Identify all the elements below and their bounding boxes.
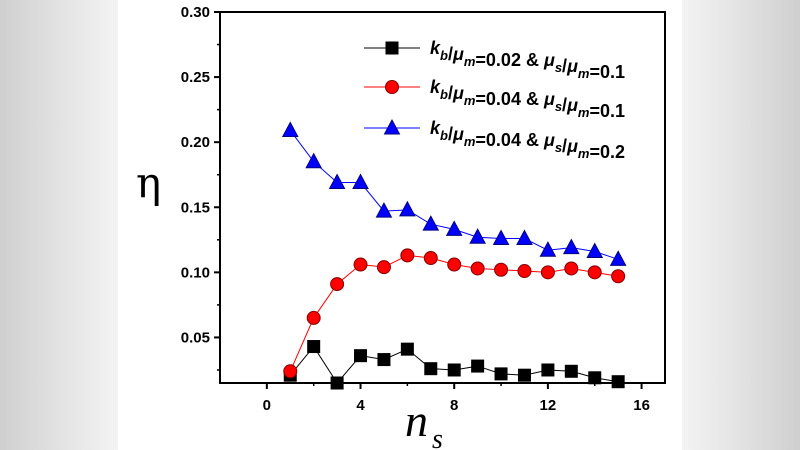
data-point-series-2 [517, 264, 532, 279]
background-blur-right [682, 0, 800, 450]
plot-frame [219, 11, 666, 384]
data-point-series-1 [377, 353, 391, 367]
data-point-series-2 [470, 261, 485, 276]
data-point-series-3 [352, 173, 369, 190]
data-point-series-1 [471, 359, 485, 373]
data-point-series-2 [494, 262, 509, 277]
data-point-series-2 [540, 265, 555, 280]
data-point-series-3 [586, 242, 604, 259]
y-axis-label: η [136, 158, 161, 207]
data-point-series-3 [422, 215, 440, 231]
data-point-series-3 [469, 228, 486, 244]
legend-marker-1 [385, 41, 399, 55]
background-blur-left [0, 0, 118, 450]
legend-entry-3: kb/μm=0.04 & μs/μm=0.2 [430, 118, 625, 162]
y-tick-label: 0.15 [181, 199, 210, 216]
data-point-series-3 [539, 241, 557, 257]
legend-entry-2: kb/μm=0.04 & μs/μm=0.1 [430, 77, 625, 121]
data-point-series-1 [447, 363, 461, 377]
x-axis-label-subscript: s [432, 424, 443, 450]
data-point-series-2 [564, 261, 579, 276]
x-tick-label: 4 [356, 397, 365, 414]
chart-figure: 0.05 0.10 0.15 0.20 0.25 0.30 0 4 8 12 16 η n s kb/μm=… [118, 0, 682, 450]
data-point-series-3 [445, 220, 463, 236]
legend-marker-2 [385, 80, 399, 94]
data-point-series-2 [330, 277, 345, 292]
y-tick-label: 0.20 [181, 134, 210, 151]
data-point-series-3 [375, 202, 393, 218]
y-tick-label: 0.10 [181, 264, 210, 281]
data-point-series-3 [609, 250, 627, 266]
data-point-series-1 [307, 340, 321, 354]
data-point-series-2 [447, 257, 462, 272]
data-point-series-3 [516, 229, 533, 246]
x-tick-label: 0 [263, 397, 271, 414]
line-chart: 0.05 0.10 0.15 0.20 0.25 0.30 0 4 8 12 16 η n s kb/μm=… [136, 4, 666, 450]
data-point-series-1 [330, 376, 344, 390]
data-point-series-2 [353, 257, 368, 272]
data-point-series-2 [283, 364, 298, 379]
data-point-series-3 [399, 200, 416, 217]
data-point-series-1 [400, 342, 414, 356]
data-point-series-3 [328, 173, 346, 190]
x-tick-label: 8 [450, 397, 458, 414]
x-tick-label: 16 [633, 397, 650, 414]
y-tick-label: 0.30 [181, 4, 210, 21]
data-point-series-3 [305, 152, 323, 169]
data-point-series-3 [281, 121, 299, 137]
y-tick-label: 0.25 [181, 69, 210, 86]
data-point-series-3 [492, 229, 510, 246]
data-point-series-1 [588, 371, 602, 385]
data-point-series-2 [611, 269, 626, 284]
data-point-series-2 [306, 310, 321, 325]
legend-entry-1: kb/μm=0.02 & μs/μm=0.1 [430, 38, 625, 82]
data-point-series-1 [564, 364, 578, 378]
y-tick-label: 0.05 [181, 329, 210, 346]
x-axis-label: n [405, 395, 428, 446]
x-tick-label: 12 [540, 397, 557, 414]
data-point-series-2 [423, 251, 438, 266]
data-point-series-1 [424, 362, 438, 376]
legend-marker-3 [383, 118, 401, 135]
data-point-series-2 [400, 248, 415, 263]
data-point-series-3 [562, 238, 580, 255]
data-point-series-2 [587, 265, 602, 280]
data-point-series-1 [354, 349, 368, 363]
data-point-series-1 [517, 368, 531, 382]
data-point-series-1 [541, 363, 555, 377]
data-point-series-1 [494, 367, 508, 381]
data-point-series-1 [611, 375, 625, 389]
data-point-series-2 [376, 260, 391, 275]
